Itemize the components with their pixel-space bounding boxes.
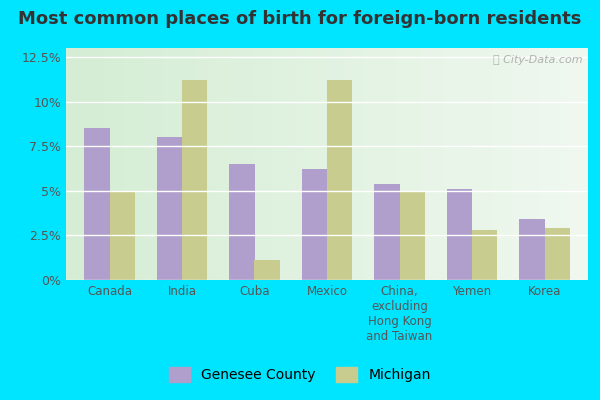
Bar — [84, 128, 110, 280]
Bar — [400, 191, 425, 280]
Legend: Genesee County, Michigan: Genesee County, Michigan — [162, 360, 438, 389]
Bar — [446, 189, 472, 280]
Bar — [374, 184, 400, 280]
Bar — [110, 191, 135, 280]
Bar — [254, 260, 280, 280]
Bar — [302, 169, 327, 280]
Text: Most common places of birth for foreign-born residents: Most common places of birth for foreign-… — [19, 10, 581, 28]
Bar — [157, 137, 182, 280]
Bar — [327, 80, 352, 280]
Bar — [229, 164, 254, 280]
Bar — [519, 219, 545, 280]
Text: ⓘ City-Data.com: ⓘ City-Data.com — [493, 55, 583, 65]
Bar — [472, 230, 497, 280]
Bar — [545, 228, 570, 280]
Bar — [182, 80, 208, 280]
